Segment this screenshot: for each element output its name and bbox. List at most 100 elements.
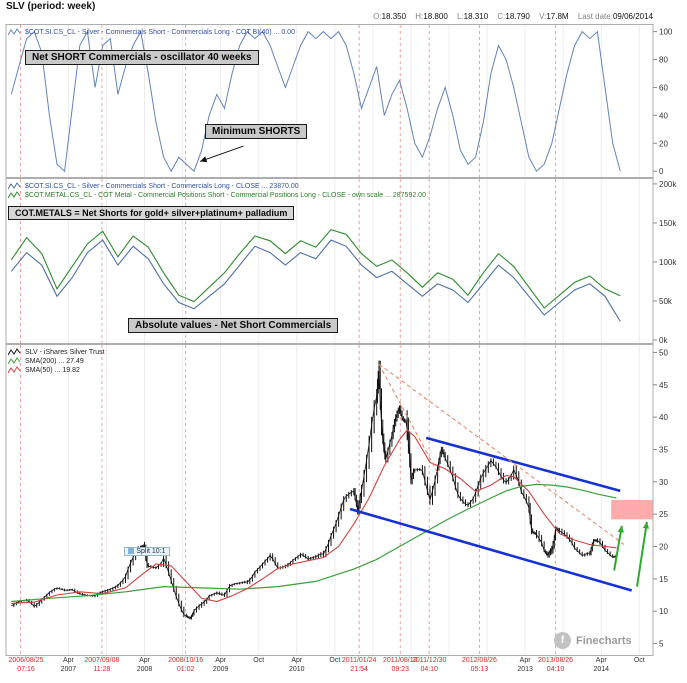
price-plot: 50 45 40 35 30 25 20 15 10 5 (5, 344, 668, 656)
annotation-net-short-commercials[interactable]: Net SHORT Commercials - oscillator 40 we… (25, 50, 259, 65)
series-silver-net-short-commercials (10, 239, 621, 322)
annotation-minimum-shorts[interactable]: Minimum SHORTS (205, 124, 308, 139)
arrow-line (613, 525, 623, 571)
legend-sma200[interactable]: SMA(200) ... 27.49 (8, 357, 84, 366)
y-tick-label: 200k (659, 180, 677, 189)
x-axis-label: Apr 2014 (593, 657, 610, 673)
panel-border (5, 178, 654, 344)
watermark-text: Finecharts (576, 634, 632, 647)
split-marker: Split 10:1 (124, 546, 170, 556)
legend-silver-close-label: $COT.SI.CS_CL - Silver - Commercials Sho… (25, 183, 299, 190)
legend-metal-close-label: $COT.METAL.CS_CL - COT Metal - Commercia… (25, 192, 426, 199)
y-tick-label: 15 (659, 575, 668, 584)
legend-line-icon (8, 191, 21, 199)
x-axis: 2006/08/25 07:16 Apr 2007 2007/09/08 11:28 Apr… (0, 656, 687, 683)
series-sma-50- (11, 429, 617, 604)
open-label: O: (373, 12, 382, 21)
y-tick-label: 40 (659, 111, 668, 120)
chart-header: SLV (period: week) O:18.350 H:18.800 L:1… (0, 0, 687, 24)
legend-oscillator[interactable]: $COT.SI.CS_CL - Silver - Commercials Sho… (8, 28, 295, 37)
open-value: 18.350 (381, 12, 407, 21)
annotation-absolute-values[interactable]: Absolute values - Net Short Commercials (128, 318, 339, 333)
y-tick-label: 5 (659, 640, 664, 649)
legend-line-icon (8, 366, 21, 374)
x-axis-label: Apr 2007 (60, 657, 77, 673)
panel-border (5, 24, 654, 178)
y-tick-label: 40 (659, 413, 668, 422)
legend-metal-close[interactable]: $COT.METAL.CS_CL - COT Metal - Commercia… (8, 191, 426, 200)
x-axis-label: 2007/09/08 11:28 (84, 657, 120, 673)
y-tick-label: 0 (659, 167, 664, 176)
red-resistance-long (378, 363, 625, 545)
low-label: L: (457, 12, 464, 21)
absolute-panel: 200k 150k 100k 50k 0k $COT.SI.CS_CL - Silver… (0, 178, 687, 344)
y-tick-label: 30 (659, 478, 668, 487)
arrow-line (636, 521, 648, 587)
y-tick-label: 50k (659, 297, 673, 306)
quote-bar: O:18.350 H:18.800 L:18.310 C:18.790 V:17… (366, 12, 653, 21)
x-axis-label: 2012/08/26 05:13 (461, 657, 497, 673)
legend-line-icon (8, 357, 21, 365)
legend-silver-close[interactable]: $COT.SI.CS_CL - Silver - Commercials Sho… (8, 182, 299, 191)
x-axis-label: 2011/08/12 09:23 (383, 657, 418, 673)
x-axis-label: 2013/08/26 04:10 (538, 657, 574, 673)
low-value: 18.310 (463, 12, 489, 21)
price-candles (11, 360, 617, 620)
target-zone (611, 499, 653, 520)
x-axis-label: 2008/10/16 01:02 (168, 657, 204, 673)
price-panel: 50 45 40 35 30 25 20 15 10 5 SLV - iShares Silver… (0, 344, 687, 656)
y-tick-label: 0k (659, 336, 668, 344)
arrow-head (642, 521, 650, 529)
split-icon (128, 548, 135, 555)
y-tick-label: 10 (659, 607, 668, 616)
series-sma-200- (11, 483, 617, 603)
volume-value: 17.8M (546, 12, 569, 21)
y-tick-label: 35 (659, 445, 668, 454)
legend-line-icon (8, 28, 21, 36)
last-date-label: Last date: (577, 12, 613, 21)
close-value: 18.790 (505, 12, 530, 21)
blue-channel-lower (349, 507, 633, 592)
annotation-cot-metals[interactable]: COT.METALS = Net Shorts for gold+ silver… (8, 206, 295, 220)
y-tick-label: 80 (659, 56, 668, 65)
legend-slv[interactable]: SLV - iShares Silver Trust (8, 348, 105, 357)
y-tick-label: 100 (659, 28, 673, 37)
legend-line-icon (8, 348, 21, 356)
y-tick-label: 45 (659, 381, 668, 390)
high-value: 18.800 (423, 12, 448, 21)
x-axis-label: 2011/01/24 21:54 (341, 657, 377, 673)
legend-sma50[interactable]: SMA(50) ... 19.82 (8, 366, 80, 375)
y-tick-label: 25 (659, 510, 668, 519)
y-tick-label: 100k (659, 258, 677, 267)
watermark: f Finecharts (554, 632, 632, 649)
close-label: C: (497, 12, 506, 21)
arrow-line (199, 145, 244, 162)
absolute-plot: 200k 150k 100k 50k 0k (5, 178, 677, 344)
legend-sma200-label: SMA(200) ... 27.49 (25, 358, 84, 365)
x-axis-label: Oct (633, 657, 645, 664)
arrow-head (617, 525, 624, 533)
legend-slv-label: SLV - iShares Silver Trust (25, 349, 105, 356)
y-tick-label: 50 (659, 348, 668, 357)
y-tick-label: 20 (659, 543, 668, 552)
x-axis-label: Oct (253, 657, 265, 664)
arrow-head (200, 156, 208, 163)
oscillator-plot: 100 80 60 40 20 0 (5, 24, 673, 178)
y-tick-label: 150k (659, 219, 677, 228)
volume-label: V: (539, 12, 547, 21)
legend-sma50-label: SMA(50) ... 19.82 (25, 367, 80, 374)
y-tick-label: 60 (659, 83, 668, 92)
chart-title: SLV (period: week) (6, 1, 96, 12)
legend-line-icon (8, 182, 21, 190)
blue-channel-upper (425, 436, 621, 493)
split-label: Split 10:1 (136, 547, 166, 555)
last-date-value: 09/06/2014 (612, 12, 653, 21)
red-resistance-steep (378, 363, 440, 476)
x-axis-label: Oct (329, 657, 341, 664)
oscillator-panel: 100 80 60 40 20 0 $COT.SI.CS_CL - Silver - Co… (0, 24, 687, 178)
high-label: H: (415, 12, 424, 21)
series-cot-metal-net-short (10, 228, 621, 309)
x-axis-label: 2011/12/30 04:10 (411, 657, 447, 673)
finecharts-logo-icon: f (554, 632, 571, 649)
